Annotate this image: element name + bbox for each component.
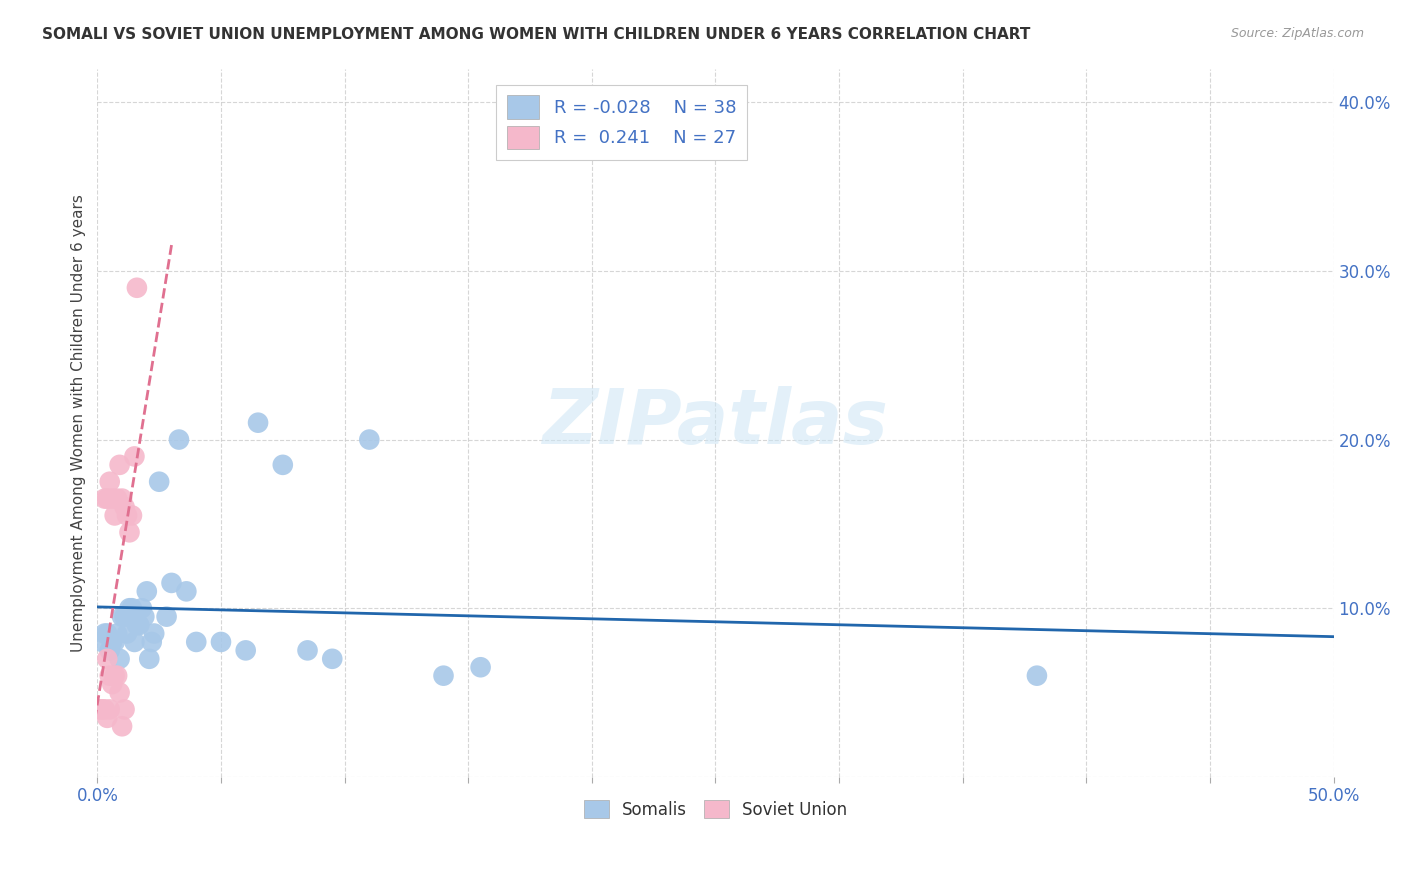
Somalis [160, 575, 183, 590]
Somalis [186, 635, 208, 649]
Soviet Union [111, 719, 134, 733]
Somalis [297, 643, 319, 657]
Text: ZIPatlas: ZIPatlas [543, 385, 889, 459]
Soviet Union [118, 525, 141, 540]
Soviet Union [101, 491, 124, 506]
Soviet Union [124, 450, 146, 464]
Somalis [432, 668, 454, 682]
Somalis [209, 635, 232, 649]
Soviet Union [114, 702, 136, 716]
Somalis [1026, 668, 1049, 682]
Soviet Union [89, 702, 111, 716]
Somalis [128, 618, 150, 632]
Somalis [155, 609, 177, 624]
Soviet Union [94, 491, 117, 506]
Soviet Union [125, 281, 148, 295]
Somalis [247, 416, 270, 430]
Somalis [271, 458, 294, 472]
Soviet Union [98, 702, 121, 716]
Soviet Union [96, 711, 118, 725]
Soviet Union [98, 475, 121, 489]
Soviet Union [105, 668, 128, 682]
Somalis [125, 618, 148, 632]
Somalis [96, 626, 118, 640]
Y-axis label: Unemployment Among Women with Children Under 6 years: Unemployment Among Women with Children U… [72, 194, 86, 652]
Somalis [134, 609, 156, 624]
Soviet Union [114, 500, 136, 514]
Somalis [108, 652, 131, 666]
Somalis [359, 433, 381, 447]
Somalis [235, 643, 257, 657]
Soviet Union [94, 702, 117, 716]
Somalis [94, 626, 117, 640]
Somalis [321, 652, 343, 666]
Somalis [124, 635, 146, 649]
Soviet Union [98, 668, 121, 682]
Soviet Union [91, 702, 114, 716]
Soviet Union [96, 652, 118, 666]
Somalis [138, 652, 160, 666]
Somalis [115, 626, 138, 640]
Soviet Union [115, 508, 138, 523]
Somalis [105, 626, 128, 640]
Somalis [141, 635, 163, 649]
Somalis [470, 660, 492, 674]
Soviet Union [104, 668, 127, 682]
Somalis [131, 601, 153, 615]
Legend: Somalis, Soviet Union: Somalis, Soviet Union [576, 793, 853, 825]
Somalis [111, 609, 134, 624]
Soviet Union [104, 508, 127, 523]
Somalis [91, 635, 114, 649]
Soviet Union [108, 685, 131, 699]
Somalis [167, 433, 190, 447]
Soviet Union [111, 491, 134, 506]
Soviet Union [101, 677, 124, 691]
Soviet Union [121, 508, 143, 523]
Text: SOMALI VS SOVIET UNION UNEMPLOYMENT AMONG WOMEN WITH CHILDREN UNDER 6 YEARS CORR: SOMALI VS SOVIET UNION UNEMPLOYMENT AMON… [42, 27, 1031, 42]
Somalis [114, 609, 136, 624]
Somalis [104, 635, 127, 649]
Somalis [176, 584, 198, 599]
Somalis [98, 643, 121, 657]
Somalis [135, 584, 157, 599]
Somalis [121, 601, 143, 615]
Somalis [118, 601, 141, 615]
Somalis [148, 475, 170, 489]
Soviet Union [108, 458, 131, 472]
Somalis [143, 626, 166, 640]
Somalis [101, 635, 124, 649]
Soviet Union [105, 491, 128, 506]
Text: Source: ZipAtlas.com: Source: ZipAtlas.com [1230, 27, 1364, 40]
Soviet Union [96, 491, 118, 506]
